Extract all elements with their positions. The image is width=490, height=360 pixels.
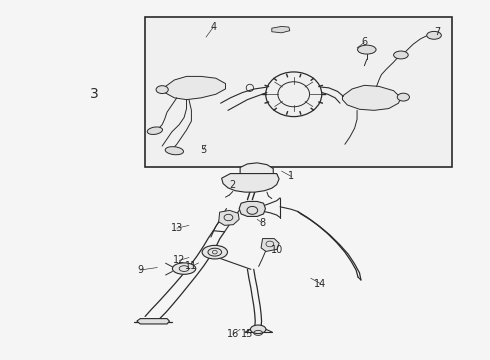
Text: 8: 8 — [259, 218, 265, 228]
Text: 5: 5 — [200, 145, 207, 155]
Ellipse shape — [397, 93, 410, 101]
Text: 7: 7 — [434, 27, 441, 37]
Ellipse shape — [427, 31, 441, 39]
Polygon shape — [240, 163, 273, 179]
Text: 13: 13 — [171, 223, 183, 233]
Text: 1: 1 — [288, 171, 294, 181]
Polygon shape — [272, 26, 290, 33]
Bar — [145, 18, 452, 167]
Text: 14: 14 — [315, 279, 327, 289]
Ellipse shape — [172, 263, 196, 274]
Text: 2: 2 — [230, 180, 236, 190]
Ellipse shape — [165, 147, 184, 155]
Polygon shape — [261, 239, 279, 251]
Ellipse shape — [156, 86, 168, 94]
Text: 16: 16 — [227, 329, 239, 339]
Text: 3: 3 — [90, 87, 98, 101]
Text: 4: 4 — [210, 22, 217, 32]
Polygon shape — [137, 319, 170, 324]
Polygon shape — [221, 174, 279, 192]
Polygon shape — [219, 210, 239, 225]
Polygon shape — [239, 202, 266, 216]
Ellipse shape — [393, 51, 408, 59]
Ellipse shape — [147, 127, 163, 134]
Text: 11: 11 — [185, 261, 197, 271]
Text: 10: 10 — [270, 245, 283, 255]
Ellipse shape — [250, 325, 266, 334]
Text: 15: 15 — [241, 329, 254, 339]
Ellipse shape — [358, 45, 376, 54]
Text: 12: 12 — [173, 255, 185, 265]
Text: 6: 6 — [361, 37, 368, 48]
Polygon shape — [165, 76, 225, 100]
Ellipse shape — [202, 246, 227, 259]
Text: 9: 9 — [137, 265, 143, 275]
Polygon shape — [343, 85, 401, 111]
